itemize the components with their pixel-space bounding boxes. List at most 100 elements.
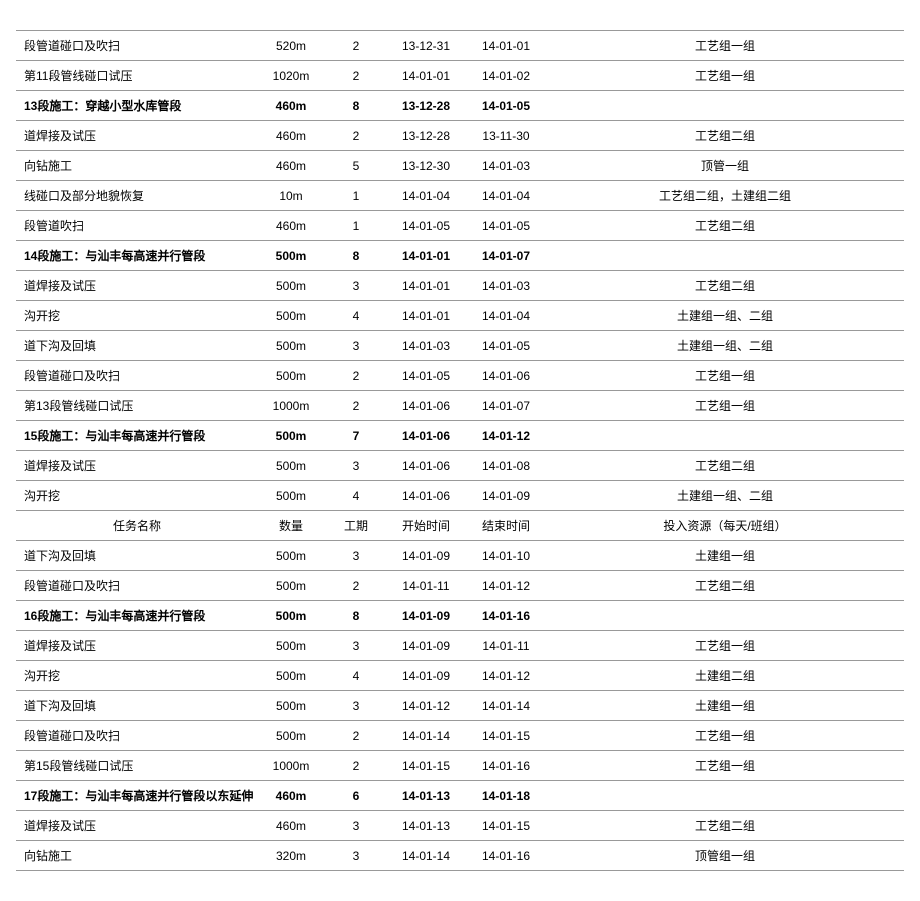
table-cell: 460m bbox=[256, 781, 326, 811]
table-cell: 道焊接及试压 bbox=[16, 121, 256, 151]
table-cell: 14-01-07 bbox=[466, 241, 546, 271]
table-cell: 14-01-13 bbox=[386, 811, 466, 841]
table-cell: 520m bbox=[256, 31, 326, 61]
header-cell: 工期 bbox=[326, 511, 386, 541]
table-cell: 500m bbox=[256, 361, 326, 391]
table-row: 14段施工：与汕丰每高速并行管段500m814-01-0114-01-07 bbox=[16, 241, 904, 271]
header-cell: 开始时间 bbox=[386, 511, 466, 541]
table-cell bbox=[546, 91, 904, 121]
table-cell: 1000m bbox=[256, 751, 326, 781]
table-cell: 14-01-05 bbox=[386, 361, 466, 391]
header-cell: 结束时间 bbox=[466, 511, 546, 541]
table-cell: 15段施工：与汕丰每高速并行管段 bbox=[16, 421, 256, 451]
table-cell: 道下沟及回填 bbox=[16, 331, 256, 361]
table-cell: 14-01-15 bbox=[386, 751, 466, 781]
table-cell: 段管道碰口及吹扫 bbox=[16, 31, 256, 61]
table-cell: 500m bbox=[256, 541, 326, 571]
table-cell: 土建组一组 bbox=[546, 691, 904, 721]
table-row: 道焊接及试压460m314-01-1314-01-15工艺组二组 bbox=[16, 811, 904, 841]
table-cell: 工艺组一组 bbox=[546, 631, 904, 661]
table-row: 线碰口及部分地貌恢复10m114-01-0414-01-04工艺组二组，土建组二… bbox=[16, 181, 904, 211]
table-cell: 道下沟及回填 bbox=[16, 691, 256, 721]
table-row: 沟开挖500m414-01-0614-01-09土建组一组、二组 bbox=[16, 481, 904, 511]
table-cell: 2 bbox=[326, 31, 386, 61]
table-cell: 第13段管线碰口试压 bbox=[16, 391, 256, 421]
table-row: 17段施工：与汕丰每高速并行管段以东延伸460m614-01-1314-01-1… bbox=[16, 781, 904, 811]
table-cell: 工艺组二组 bbox=[546, 271, 904, 301]
table-cell: 4 bbox=[326, 301, 386, 331]
table-cell: 3 bbox=[326, 691, 386, 721]
table-cell: 7 bbox=[326, 421, 386, 451]
table-cell: 2 bbox=[326, 121, 386, 151]
table-cell: 4 bbox=[326, 481, 386, 511]
table-cell: 460m bbox=[256, 121, 326, 151]
table-cell: 13-12-28 bbox=[386, 121, 466, 151]
table-cell: 14-01-12 bbox=[466, 661, 546, 691]
table-row: 15段施工：与汕丰每高速并行管段500m714-01-0614-01-12 bbox=[16, 421, 904, 451]
table-row: 道焊接及试压460m213-12-2813-11-30工艺组二组 bbox=[16, 121, 904, 151]
table-cell: 段管道吹扫 bbox=[16, 211, 256, 241]
table-cell: 500m bbox=[256, 241, 326, 271]
table-cell: 14-01-04 bbox=[386, 181, 466, 211]
table-cell: 14-01-14 bbox=[386, 841, 466, 871]
table-body: 段管道碰口及吹扫520m213-12-3114-01-01工艺组一组第11段管线… bbox=[16, 31, 904, 871]
table-cell: 14-01-06 bbox=[386, 391, 466, 421]
table-cell: 460m bbox=[256, 211, 326, 241]
table-cell: 2 bbox=[326, 391, 386, 421]
table-cell: 500m bbox=[256, 631, 326, 661]
table-cell: 沟开挖 bbox=[16, 301, 256, 331]
table-cell: 500m bbox=[256, 481, 326, 511]
table-cell: 8 bbox=[326, 241, 386, 271]
table-row: 16段施工：与汕丰每高速并行管段500m814-01-0914-01-16 bbox=[16, 601, 904, 631]
table-row: 道焊接及试压500m314-01-0914-01-11工艺组一组 bbox=[16, 631, 904, 661]
table-cell: 2 bbox=[326, 721, 386, 751]
table-cell: 段管道碰口及吹扫 bbox=[16, 721, 256, 751]
table-cell: 土建组一组、二组 bbox=[546, 331, 904, 361]
table-cell: 2 bbox=[326, 61, 386, 91]
table-cell: 段管道碰口及吹扫 bbox=[16, 571, 256, 601]
table-cell: 土建组一组、二组 bbox=[546, 301, 904, 331]
table-cell: 14-01-10 bbox=[466, 541, 546, 571]
table-row: 沟开挖500m414-01-0914-01-12土建组二组 bbox=[16, 661, 904, 691]
table-cell: 14-01-04 bbox=[466, 301, 546, 331]
table-row: 段管道碰口及吹扫500m214-01-0514-01-06工艺组一组 bbox=[16, 361, 904, 391]
table-cell: 4 bbox=[326, 661, 386, 691]
table-row: 第11段管线碰口试压1020m214-01-0114-01-02工艺组一组 bbox=[16, 61, 904, 91]
table-cell: 500m bbox=[256, 331, 326, 361]
table-cell: 沟开挖 bbox=[16, 661, 256, 691]
table-row: 段管道碰口及吹扫500m214-01-1414-01-15工艺组一组 bbox=[16, 721, 904, 751]
table-cell: 14-01-15 bbox=[466, 811, 546, 841]
table-cell: 向钻施工 bbox=[16, 841, 256, 871]
table-header-row: 任务名称数量工期开始时间结束时间投入资源（每天/班组） bbox=[16, 511, 904, 541]
schedule-table: 段管道碰口及吹扫520m213-12-3114-01-01工艺组一组第11段管线… bbox=[16, 30, 904, 871]
table-cell: 14-01-07 bbox=[466, 391, 546, 421]
table-cell: 道下沟及回填 bbox=[16, 541, 256, 571]
table-cell: 顶管一组 bbox=[546, 151, 904, 181]
table-row: 第15段管线碰口试压1000m214-01-1514-01-16工艺组一组 bbox=[16, 751, 904, 781]
table-cell: 500m bbox=[256, 271, 326, 301]
table-cell: 5 bbox=[326, 151, 386, 181]
table-cell: 工艺组一组 bbox=[546, 61, 904, 91]
table-cell: 14-01-09 bbox=[466, 481, 546, 511]
table-cell: 工艺组一组 bbox=[546, 751, 904, 781]
table-cell: 13-12-28 bbox=[386, 91, 466, 121]
table-cell: 14-01-13 bbox=[386, 781, 466, 811]
table-cell: 14-01-09 bbox=[386, 541, 466, 571]
table-cell: 14-01-11 bbox=[386, 571, 466, 601]
table-cell: 14-01-06 bbox=[386, 421, 466, 451]
table-cell: 14-01-03 bbox=[466, 151, 546, 181]
table-row: 道下沟及回填500m314-01-1214-01-14土建组一组 bbox=[16, 691, 904, 721]
table-row: 段管道碰口及吹扫520m213-12-3114-01-01工艺组一组 bbox=[16, 31, 904, 61]
table-cell: 道焊接及试压 bbox=[16, 451, 256, 481]
table-cell: 14-01-08 bbox=[466, 451, 546, 481]
table-cell: 道焊接及试压 bbox=[16, 811, 256, 841]
table-cell: 14-01-09 bbox=[386, 601, 466, 631]
table-cell: 500m bbox=[256, 421, 326, 451]
table-cell: 460m bbox=[256, 91, 326, 121]
table-cell: 14-01-06 bbox=[386, 451, 466, 481]
table-cell: 第11段管线碰口试压 bbox=[16, 61, 256, 91]
table-cell: 14-01-01 bbox=[386, 301, 466, 331]
table-cell: 14-01-14 bbox=[466, 691, 546, 721]
table-cell: 14-01-16 bbox=[466, 841, 546, 871]
table-cell: 3 bbox=[326, 841, 386, 871]
